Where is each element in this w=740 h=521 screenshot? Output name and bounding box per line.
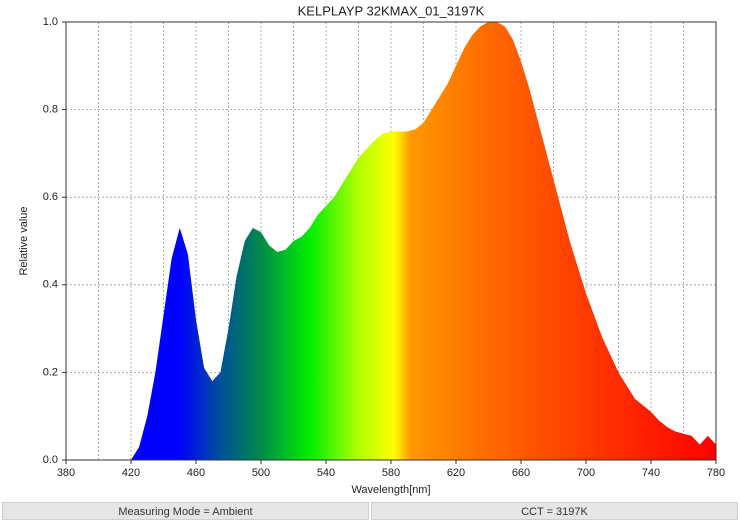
y-tick-label: 0.8 (43, 104, 58, 116)
y-tick-label: 0.4 (43, 279, 58, 291)
x-tick-label: 620 (447, 467, 465, 479)
x-tick-label: 660 (512, 467, 530, 479)
x-tick-label: 380 (57, 467, 75, 479)
x-tick-label: 740 (642, 467, 660, 479)
x-tick-label: 540 (317, 467, 335, 479)
x-axis-label: Wavelength[nm] (351, 484, 430, 496)
y-tick-label: 0.0 (43, 454, 58, 466)
y-tick-label: 1.0 (43, 16, 58, 28)
y-tick-label: 0.2 (43, 366, 58, 378)
measuring-mode: Measuring Mode = Ambient (2, 502, 369, 520)
y-axis-label: Relative value (18, 206, 30, 275)
cct: CCT = 3197K (371, 502, 738, 520)
x-tick-label: 460 (187, 467, 205, 479)
chart-title: KELPLAYP 32KMAX_01_3197K (298, 3, 485, 18)
spectrum-area (131, 22, 716, 460)
x-tick-label: 700 (577, 467, 595, 479)
x-tick-label: 420 (122, 467, 140, 479)
y-tick-label: 0.6 (43, 191, 58, 203)
chart: KELPLAYP 32KMAX_01_3197K Wavelength[nm] … (18, 3, 725, 496)
x-tick-label: 500 (252, 467, 270, 479)
x-tick-label: 780 (707, 467, 725, 479)
x-tick-label: 580 (382, 467, 400, 479)
